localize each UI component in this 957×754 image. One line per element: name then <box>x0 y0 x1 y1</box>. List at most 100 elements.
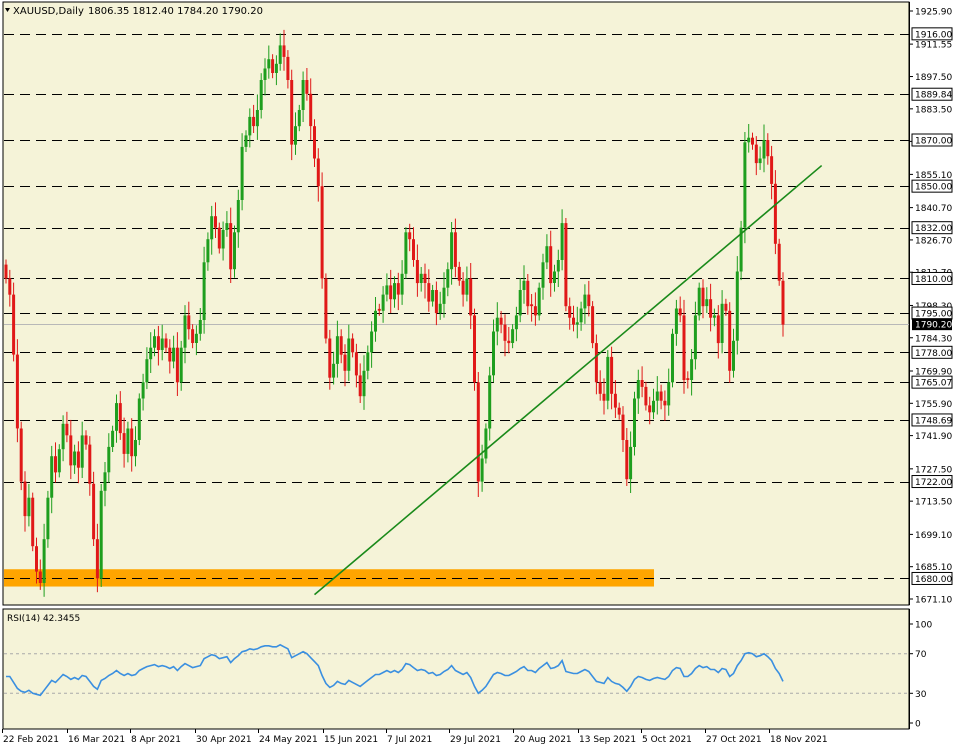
rsi-line <box>6 643 784 697</box>
date-axis-label: 8 Apr 2021 <box>131 735 181 745</box>
candle-body <box>671 333 674 383</box>
candle-body <box>663 400 667 406</box>
candle-body <box>221 230 225 249</box>
candle-body <box>149 347 153 360</box>
candle-body <box>50 456 54 498</box>
candle-body <box>31 497 35 547</box>
candle-body <box>179 347 183 383</box>
candle-body <box>594 343 598 383</box>
current-price-label: 1790.20 <box>915 321 952 331</box>
candle-body <box>316 158 320 187</box>
level-label: 1889.84 <box>915 91 952 101</box>
candle-body <box>591 306 595 344</box>
candle-body <box>4 264 8 279</box>
price-axis-tick-label: 1713.50 <box>915 498 952 508</box>
candle-body <box>465 278 469 295</box>
candle-body <box>217 227 221 249</box>
candle-body <box>613 393 617 408</box>
rsi-axis-tick-label: 70 <box>915 650 927 660</box>
price-axis-tick-label: 1897.50 <box>915 73 952 83</box>
candle-body <box>735 271 739 341</box>
candle-body <box>84 435 88 445</box>
candles-group <box>4 29 785 597</box>
rsi-axis-tick-label: 0 <box>915 720 921 730</box>
candle-body <box>446 269 450 288</box>
price-axis-tick-label: 1727.50 <box>915 465 952 475</box>
level-label-box <box>911 27 953 41</box>
candle-body <box>42 539 46 583</box>
candle-body <box>427 283 431 302</box>
candle-body <box>560 223 564 260</box>
date-axis-label: 15 Jun 2021 <box>324 735 378 745</box>
date-axis-label: 29 Jul 2021 <box>450 735 501 745</box>
candle-body <box>259 80 263 110</box>
candle-body <box>739 227 743 272</box>
level-label-box <box>911 413 953 427</box>
candle-body <box>122 433 126 454</box>
candle-body <box>88 444 92 484</box>
candle-body <box>503 324 507 341</box>
candle-body <box>434 290 438 314</box>
candle-body <box>370 331 374 353</box>
rsi-panel <box>2 608 910 730</box>
candle-body <box>617 407 621 415</box>
candle-body <box>686 378 690 380</box>
current-price-box <box>912 318 952 331</box>
candle-body <box>115 403 118 431</box>
candle-body <box>210 216 214 240</box>
candle-body <box>488 375 492 429</box>
candle-body <box>187 315 191 330</box>
level-label-box <box>911 87 953 101</box>
candle-body <box>400 273 404 295</box>
candle-body <box>781 280 785 325</box>
candle-body <box>556 260 560 272</box>
level-label-box <box>911 179 953 193</box>
candle-body <box>587 294 591 307</box>
candle-body <box>194 333 198 343</box>
candle-body <box>15 354 19 429</box>
candle-body <box>530 304 534 307</box>
candle-body <box>667 382 671 406</box>
candle-body <box>583 294 587 309</box>
date-axis-label: 22 Feb 2021 <box>3 735 59 745</box>
rsi-axis-tick-label: 30 <box>915 690 927 700</box>
candle-body <box>103 472 107 491</box>
candle-body <box>568 306 572 318</box>
candle-body <box>305 80 309 94</box>
level-label-box <box>911 345 953 359</box>
candle-body <box>27 497 31 517</box>
candle-body <box>339 336 343 355</box>
candle-body <box>682 315 686 380</box>
candle-body <box>777 243 781 281</box>
candle-body <box>130 428 134 457</box>
level-label: 1870.00 <box>915 137 952 147</box>
candle-body <box>73 451 77 466</box>
candle-body <box>442 287 446 304</box>
candle-body <box>659 391 663 401</box>
candle-body <box>511 329 515 343</box>
candle-body <box>263 68 267 80</box>
candle-body <box>175 347 179 383</box>
candle-body <box>457 266 461 281</box>
candle-body <box>229 223 233 270</box>
candle-body <box>564 223 568 307</box>
level-label: 1680.00 <box>915 575 952 585</box>
candle-body <box>762 140 766 159</box>
candle-body <box>621 414 625 440</box>
rsi-header-label: RSI(14) 42.3455 <box>7 614 80 624</box>
candle-body <box>492 331 495 376</box>
date-axis-label: 24 May 2021 <box>259 735 318 745</box>
candle-body <box>309 93 313 127</box>
date-axis-label: 5 Oct 2021 <box>642 735 692 745</box>
candle-body <box>602 393 606 401</box>
candle-body <box>575 322 579 325</box>
candle-body <box>354 352 358 376</box>
price-axis-tick-label: 1784.30 <box>915 334 952 344</box>
candle-body <box>92 483 96 540</box>
level-label-box <box>911 133 953 147</box>
candle-body <box>419 273 423 283</box>
candle-body <box>61 423 65 450</box>
price-axis-tick-label: 1741.90 <box>915 432 952 442</box>
level-label: 1765.07 <box>915 379 952 389</box>
